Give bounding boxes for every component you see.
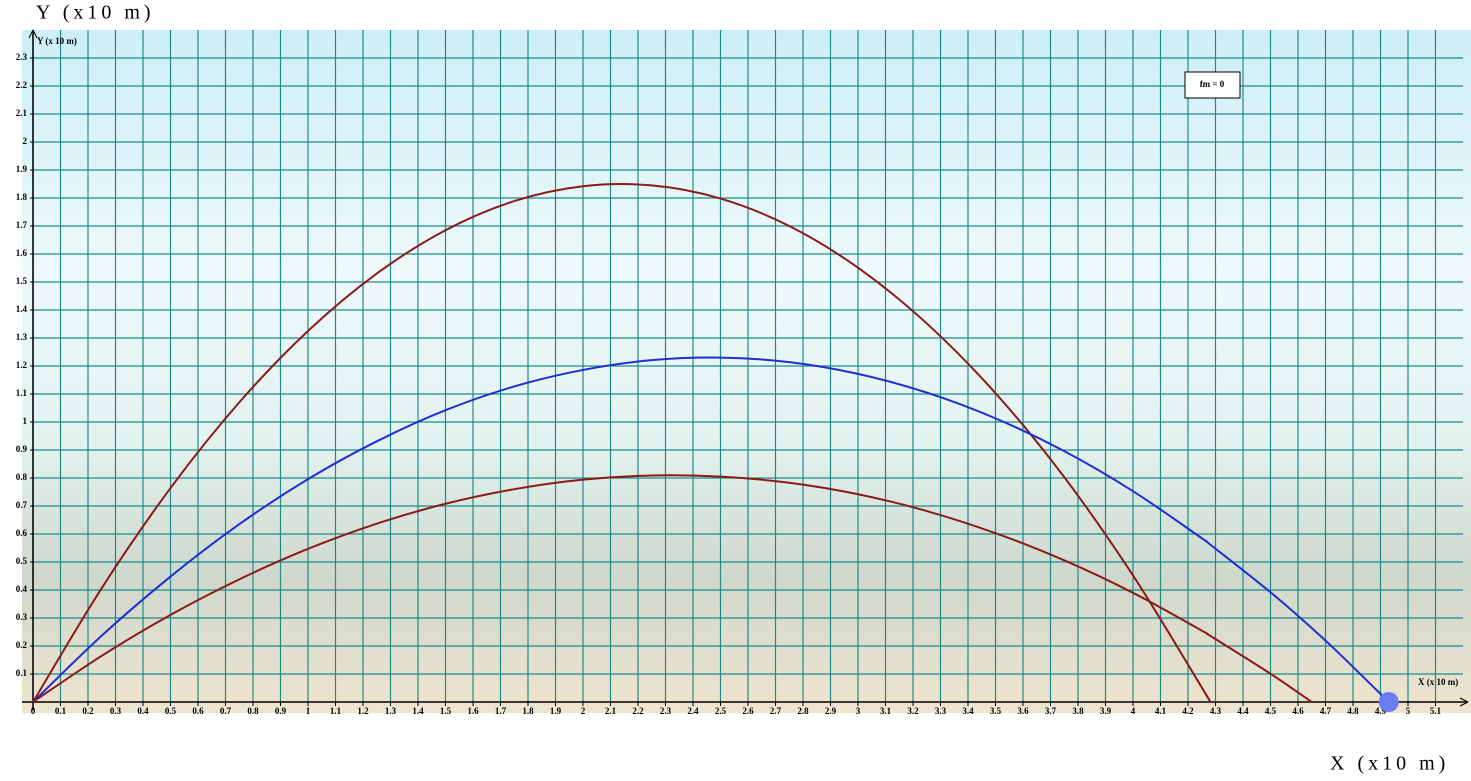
- x-tick-label: 0.7: [220, 706, 232, 716]
- x-tick-label: 3.6: [1017, 706, 1029, 716]
- x-tick-label: 1.8: [522, 706, 534, 716]
- x-tick-label: 1.6: [467, 706, 479, 716]
- x-tick-label: 2.4: [687, 706, 699, 716]
- x-tick-label: 4: [1131, 706, 1136, 716]
- x-tick-label: 0.6: [192, 706, 204, 716]
- x-tick-label: 2.2: [632, 706, 644, 716]
- x-tick-label: 2.3: [660, 706, 672, 716]
- y-tick-label: 0.1: [16, 668, 28, 678]
- x-tick-label: 3.7: [1045, 706, 1057, 716]
- y-tick-label: 2.3: [16, 52, 28, 62]
- x-tick-label: 1.9: [550, 706, 562, 716]
- y-tick-label: 1.7: [16, 220, 28, 230]
- x-tick-label: 1.2: [357, 706, 369, 716]
- x-tick-label: 0.9: [275, 706, 287, 716]
- y-tick-label: 1.1: [16, 388, 28, 398]
- x-tick-label: 3.8: [1072, 706, 1084, 716]
- x-tick-label: 1.3: [385, 706, 397, 716]
- chart: 00.10.20.30.40.50.60.70.80.911.11.21.31.…: [0, 0, 1471, 781]
- x-tick-label: 0.8: [247, 706, 259, 716]
- x-tick-label: 4.7: [1320, 706, 1332, 716]
- y-tick-label: 0.7: [16, 500, 28, 510]
- y-tick-label: 0.9: [16, 444, 28, 454]
- y-tick-label: 1.6: [16, 248, 28, 258]
- x-tick-label: 0.5: [165, 706, 177, 716]
- x-tick-label: 1.5: [440, 706, 452, 716]
- y-tick-label: 1.3: [16, 332, 28, 342]
- y-tick-label: 1.5: [16, 276, 28, 286]
- x-tick-label: 4.5: [1265, 706, 1277, 716]
- x-tick-label: 4.8: [1347, 706, 1359, 716]
- y-tick-label: 1.8: [16, 192, 28, 202]
- x-tick-label: 3.4: [962, 706, 974, 716]
- x-tick-label: 4.2: [1182, 706, 1194, 716]
- x-tick-label: 1: [306, 706, 311, 716]
- y-tick-label: 0.5: [16, 556, 28, 566]
- x-tick-label: 3.3: [935, 706, 947, 716]
- y-axis-title: Y (x10 m): [36, 2, 155, 24]
- x-tick-label: 0.3: [110, 706, 122, 716]
- y-tick-label: 0.6: [16, 528, 28, 538]
- y-tick-label: 0.4: [16, 584, 28, 594]
- x-tick-label: 0.2: [82, 706, 94, 716]
- x-tick-label: 4.4: [1237, 706, 1249, 716]
- x-tick-label: 3.5: [990, 706, 1002, 716]
- x-tick-label: 3.1: [880, 706, 892, 716]
- x-tick-label: 4.3: [1210, 706, 1222, 716]
- y-tick-label: 0.2: [16, 640, 28, 650]
- x-tick-label: 5: [1406, 706, 1411, 716]
- projectile-ball: [1379, 692, 1399, 712]
- y-axis-label: Y (x 10 m): [37, 36, 77, 46]
- x-axis-title: X (x10 m): [1330, 753, 1449, 775]
- x-tick-label: 2.6: [742, 706, 754, 716]
- y-tick-label: 2.2: [16, 80, 28, 90]
- x-tick-label: 0.1: [55, 706, 67, 716]
- x-axis-label: X (x 10 m): [1418, 677, 1458, 687]
- x-tick-label: 4.1: [1155, 706, 1167, 716]
- plot-background: [22, 30, 1471, 713]
- x-tick-label: 1.1: [330, 706, 342, 716]
- x-tick-label: 3.9: [1100, 706, 1112, 716]
- x-tick-label: 2.5: [715, 706, 727, 716]
- x-tick-label: 1.7: [495, 706, 507, 716]
- y-tick-label: 2: [23, 136, 28, 146]
- y-tick-label: 0.3: [16, 612, 28, 622]
- x-tick-label: 2.8: [797, 706, 809, 716]
- x-tick-label: 3: [856, 706, 861, 716]
- y-tick-label: 2.1: [16, 108, 28, 118]
- x-tick-label: 0.4: [137, 706, 149, 716]
- annotation: fm = 0: [1200, 79, 1225, 89]
- x-tick-label: 4.6: [1292, 706, 1304, 716]
- y-tick-label: 1.9: [16, 164, 28, 174]
- x-tick-label: 2.9: [825, 706, 837, 716]
- y-tick-label: 1.4: [16, 304, 28, 314]
- x-tick-label: 1.4: [412, 706, 424, 716]
- x-tick-label: 2.1: [605, 706, 617, 716]
- y-tick-label: 0.8: [16, 472, 28, 482]
- y-tick-label: 1.2: [16, 360, 28, 370]
- x-tick-label: 2.7: [770, 706, 782, 716]
- y-tick-label: 1: [23, 416, 28, 426]
- x-tick-label: 2: [581, 706, 586, 716]
- x-tick-label: 5.1: [1430, 706, 1442, 716]
- x-tick-label: 3.2: [907, 706, 919, 716]
